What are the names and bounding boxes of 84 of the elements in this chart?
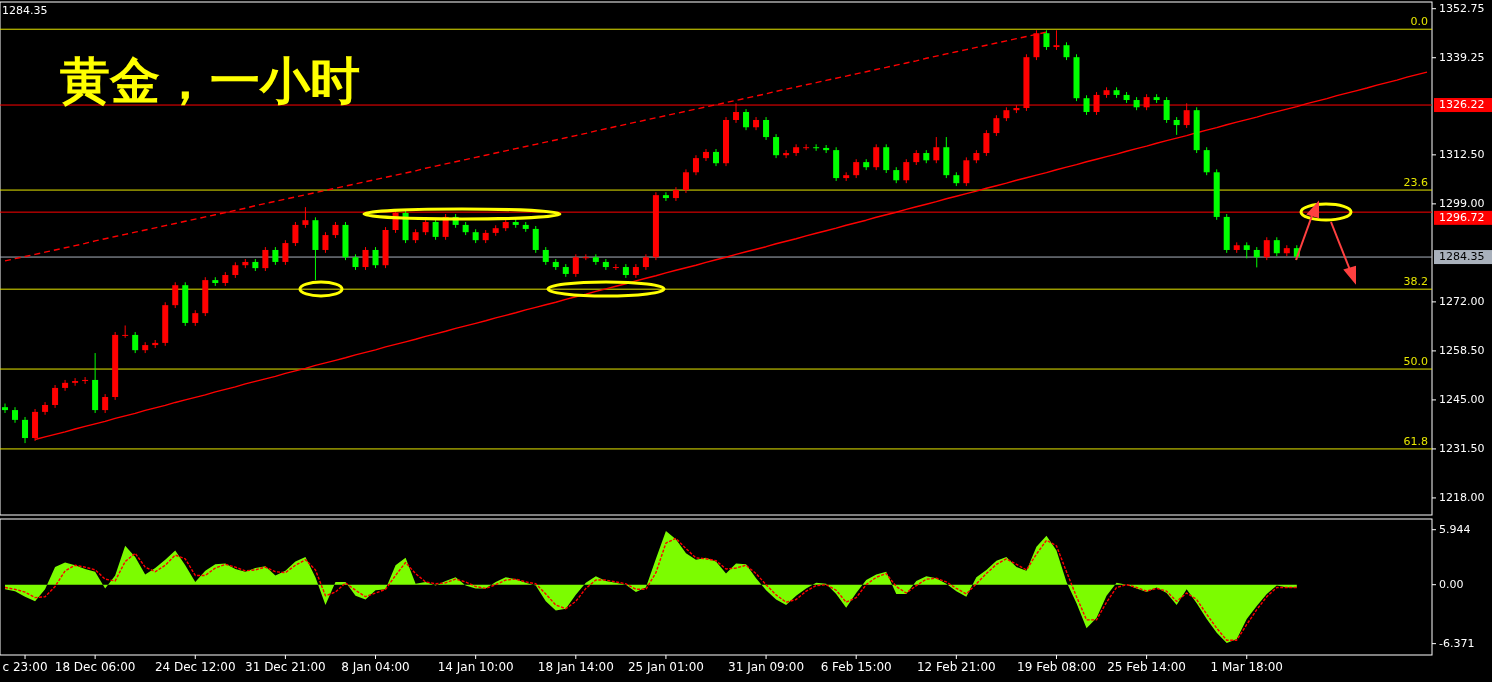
annotation: 61.8 bbox=[1403, 434, 1428, 448]
y-tick-label: 1245.00 bbox=[1439, 392, 1485, 406]
candlestick bbox=[42, 401, 49, 416]
x-tick-label: 1 Mar 18:00 bbox=[1210, 660, 1283, 674]
candlestick bbox=[803, 143, 810, 151]
candlestick bbox=[963, 156, 970, 187]
candlestick bbox=[52, 384, 59, 409]
y-tick-label: 1339.25 bbox=[1439, 50, 1485, 64]
candlestick bbox=[1083, 94, 1090, 116]
y-tick-label: 5.944 bbox=[1439, 522, 1471, 536]
y-tick-label: 1272.00 bbox=[1439, 294, 1485, 308]
candlestick bbox=[813, 143, 820, 152]
candlestick bbox=[1203, 146, 1210, 176]
candlestick bbox=[753, 116, 760, 131]
candlestick bbox=[532, 225, 539, 254]
candlestick bbox=[903, 158, 910, 184]
ref-line-label: 1326.22 bbox=[1439, 98, 1485, 112]
candlestick bbox=[783, 149, 790, 159]
candlestick bbox=[372, 246, 379, 269]
candlestick bbox=[692, 154, 699, 176]
x-tick-label: 14 Jan 10:00 bbox=[437, 660, 514, 674]
candlestick bbox=[72, 377, 79, 387]
candlestick bbox=[883, 143, 890, 174]
candlestick bbox=[983, 129, 990, 157]
x-tick-label: 12 Feb 21:00 bbox=[916, 660, 996, 674]
annotation: 38.2 bbox=[1403, 275, 1428, 289]
annotation: 1284.35 bbox=[2, 4, 48, 17]
candlestick bbox=[362, 246, 369, 271]
candlestick bbox=[873, 143, 880, 171]
x-tick-label: 25 Jan 01:00 bbox=[627, 660, 704, 674]
candlestick bbox=[1163, 96, 1170, 124]
x-tick-label: 18 Jan 14:00 bbox=[537, 660, 614, 674]
candlestick bbox=[743, 108, 750, 131]
candlestick bbox=[1253, 246, 1260, 268]
candlestick bbox=[1263, 236, 1270, 261]
candlestick bbox=[262, 246, 269, 272]
x-tick-label: 6 Feb 15:00 bbox=[820, 660, 892, 674]
candlestick bbox=[662, 191, 669, 202]
annotation: 0.0 bbox=[1410, 15, 1428, 29]
y-tick-label: 1231.50 bbox=[1439, 441, 1485, 455]
candlestick bbox=[793, 143, 800, 157]
y-tick-label: 1299.00 bbox=[1439, 196, 1485, 210]
annotation: 50.0 bbox=[1403, 355, 1428, 369]
x-tick-label: 24 Dec 12:00 bbox=[154, 660, 236, 674]
candlestick bbox=[432, 218, 439, 241]
ref-line-label: 1296.72 bbox=[1439, 210, 1485, 224]
candlestick bbox=[933, 136, 940, 164]
candlestick bbox=[612, 263, 619, 271]
x-tick-label: c 23:00 bbox=[2, 660, 48, 674]
x-tick-label: 25 Feb 14:00 bbox=[1107, 660, 1186, 674]
candlestick bbox=[1053, 29, 1060, 51]
candlestick bbox=[282, 239, 289, 266]
candlestick bbox=[853, 158, 860, 179]
candlestick bbox=[62, 379, 69, 392]
candlestick bbox=[132, 331, 139, 354]
candlestick bbox=[2, 403, 9, 414]
y-tick-label: 1218.00 bbox=[1439, 490, 1485, 504]
y-tick-label: 1352.75 bbox=[1439, 1, 1485, 15]
candlestick bbox=[773, 133, 780, 159]
candlestick bbox=[102, 393, 109, 414]
x-tick-label: 8 Jan 04:00 bbox=[341, 660, 410, 674]
candlestick bbox=[682, 168, 689, 194]
x-tick-label: 31 Jan 09:00 bbox=[728, 660, 805, 674]
candlestick bbox=[322, 231, 329, 254]
y-tick-label: -6.371 bbox=[1439, 636, 1475, 650]
y-tick-label: 1312.50 bbox=[1439, 147, 1485, 161]
y-tick-label: 1258.50 bbox=[1439, 343, 1485, 357]
candlestick bbox=[1273, 236, 1280, 257]
candlestick bbox=[22, 416, 29, 444]
candlestick bbox=[1043, 29, 1050, 51]
x-tick-label: 18 Dec 06:00 bbox=[54, 660, 136, 674]
ref-line-label: 1284.35 bbox=[1439, 250, 1485, 264]
candlestick bbox=[292, 221, 299, 247]
candlestick bbox=[993, 114, 1000, 137]
candlestick bbox=[763, 116, 770, 141]
annotation: 23.6 bbox=[1403, 176, 1428, 190]
text: 黄金，一小时 bbox=[60, 51, 360, 110]
candlestick bbox=[572, 253, 579, 278]
candlestick bbox=[122, 324, 129, 339]
candlestick bbox=[702, 148, 709, 162]
candlestick bbox=[172, 281, 179, 309]
x-tick-label: 31 Dec 21:00 bbox=[245, 660, 326, 674]
x-tick-label: 19 Feb 08:00 bbox=[1017, 660, 1096, 674]
y-tick-label: 0.00 bbox=[1439, 577, 1464, 591]
